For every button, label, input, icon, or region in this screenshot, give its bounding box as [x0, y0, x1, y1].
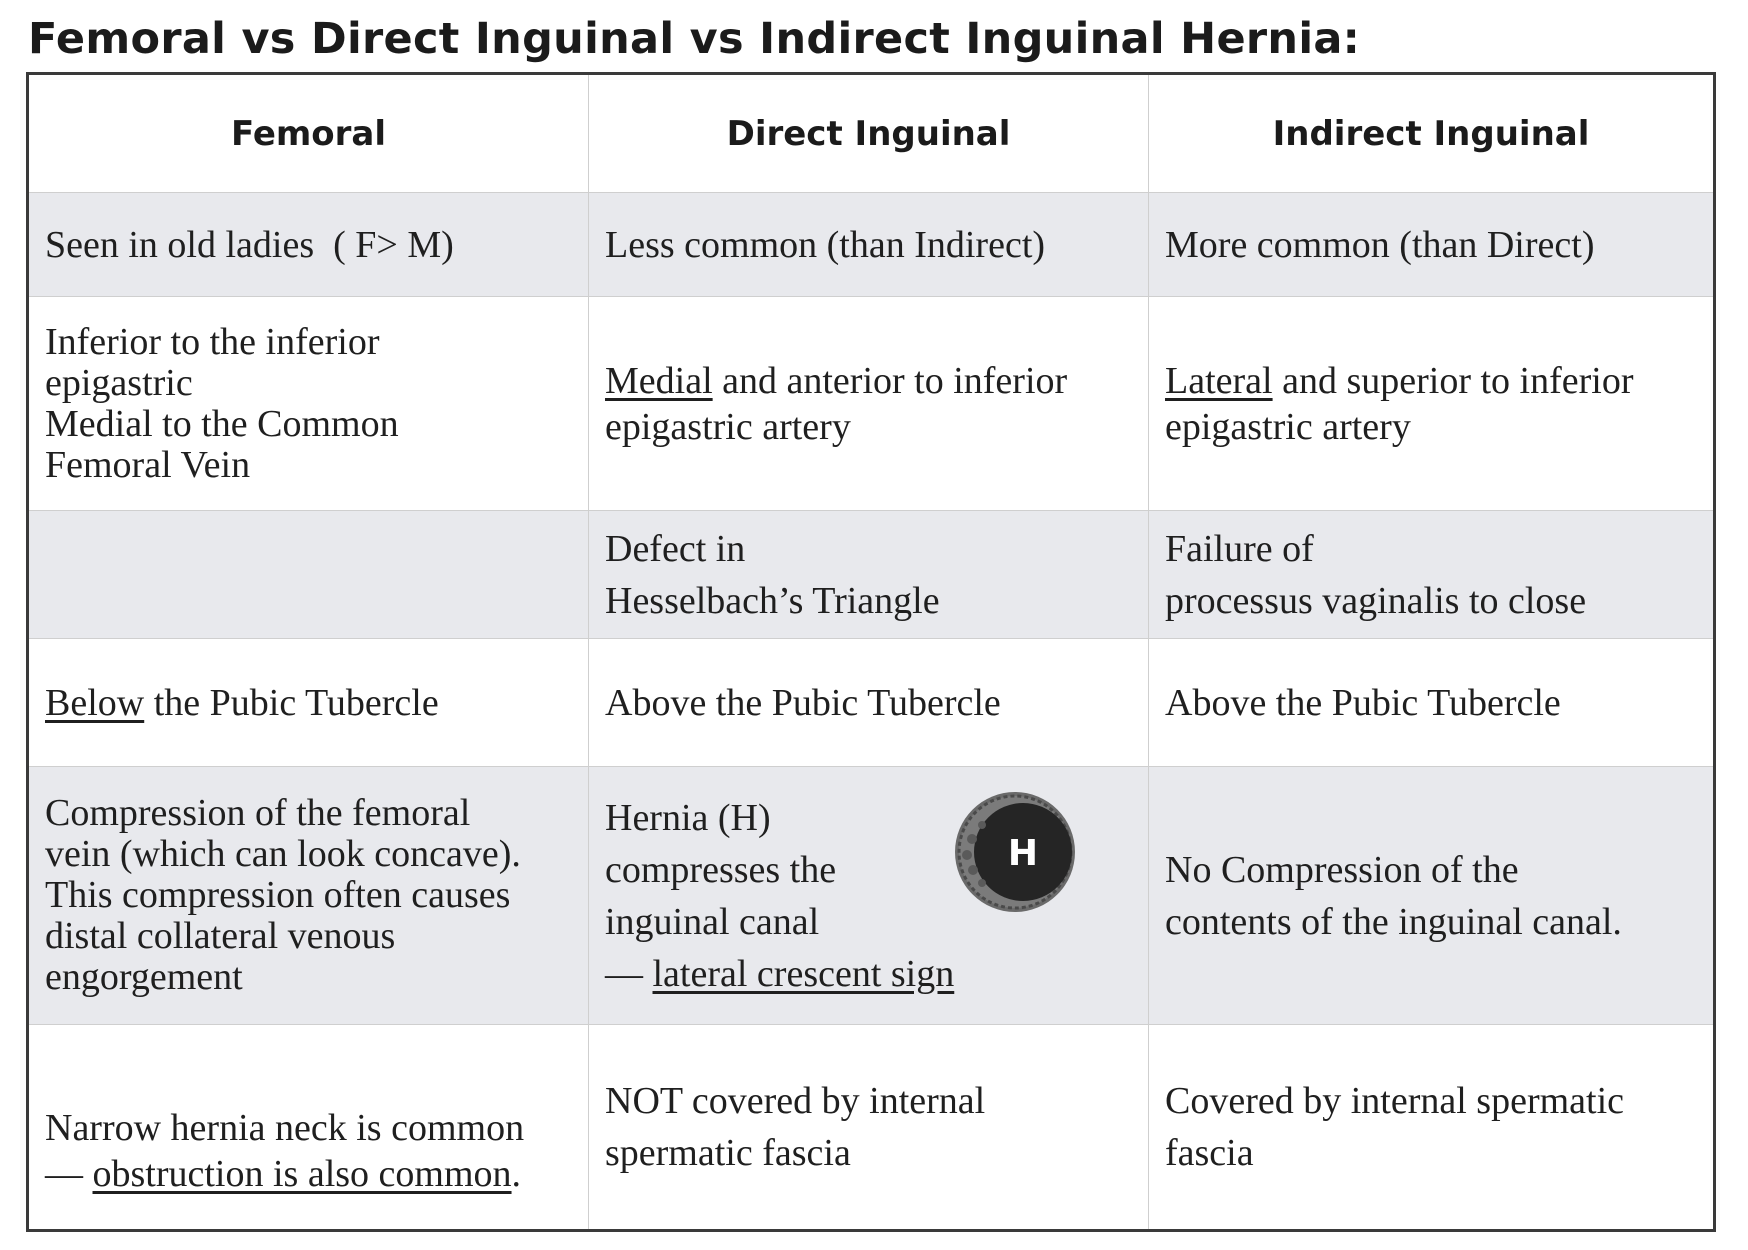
dash: — [45, 1153, 93, 1195]
cell-compression-indirect: No Compression of the contents of the in… [1149, 767, 1713, 1025]
cell-line: This compression often causes [45, 874, 511, 916]
cell-line: contents of the inguinal canal. [1165, 900, 1622, 943]
cell-line: Hesselbach’s Triangle [605, 579, 940, 622]
cell-text: More common (than Direct) [1165, 223, 1595, 266]
cell-line: distal collateral venous [45, 915, 396, 957]
cell-fascia-direct: NOT covered by internal spermatic fascia [589, 1025, 1149, 1229]
cell-text: Medial and anterior to inferior epigastr… [605, 358, 1132, 450]
cell-line: Narrow hernia neck is common [45, 1107, 525, 1149]
cell-location-indirect: Lateral and superior to inferior epigast… [1149, 297, 1713, 511]
header-direct-inguinal: Direct Inguinal [589, 75, 1149, 193]
cell-text-block: Hernia (H) compresses the inguinal canal… [605, 792, 954, 1000]
cell-line: epigastric [45, 361, 193, 404]
underlined-word: Lateral [1165, 359, 1273, 402]
underlined-word: Medial [605, 359, 713, 402]
cell-tubercle-indirect: Above the Pubic Tubercle [1149, 639, 1713, 767]
cell-frequency-direct: Less common (than Indirect) [589, 193, 1149, 297]
cell-line: processus vaginalis to close [1165, 579, 1587, 622]
cell-text-rest: the Pubic Tubercle [144, 681, 439, 724]
cell-line: No Compression of the [1165, 848, 1519, 891]
hernia-crescent-icon: H [955, 792, 1075, 912]
cell-text: Less common (than Indirect) [605, 223, 1046, 266]
cell-text-rest: and anterior to inferior epigastric arte… [605, 359, 1068, 448]
cell-fascia-femoral: Narrow hernia neck is common — obstructi… [29, 1025, 589, 1229]
cell-frequency-indirect: More common (than Direct) [1149, 193, 1713, 297]
page-title: Femoral vs Direct Inguinal vs Indirect I… [28, 14, 1361, 64]
cell-text: Lateral and superior to inferior epigast… [1165, 358, 1697, 450]
underlined-phrase: obstruction is also common [92, 1153, 512, 1195]
cell-line: — lateral crescent sign [605, 948, 954, 1000]
cell-cause-direct: Defect in Hesselbach’s Triangle [589, 511, 1149, 639]
cell-location-femoral: Inferior to the inferior epigastric Medi… [29, 297, 589, 511]
cell-text-rest: and superior to inferior epigastric arte… [1165, 359, 1634, 448]
cell-text: Above the Pubic Tubercle [605, 681, 1001, 724]
comparison-table: Femoral Direct Inguinal Indirect Inguina… [26, 72, 1716, 1232]
header-femoral: Femoral [29, 75, 589, 193]
cell-line: Defect in [605, 527, 746, 570]
cell-line: Compression of the femoral [45, 792, 471, 834]
cell-frequency-femoral: Seen in old ladies ( F> M) [29, 193, 589, 297]
cell-text: Above the Pubic Tubercle [1165, 681, 1561, 724]
cell-line: Inferior to the inferior [45, 320, 380, 363]
lateral-crescent-sign: lateral crescent sign [652, 952, 955, 995]
cell-line: NOT covered by internal [605, 1080, 986, 1122]
cell-line: Failure of [1165, 527, 1314, 570]
cell-tubercle-direct: Above the Pubic Tubercle [589, 639, 1149, 767]
cell-line: Medial to the Common [45, 402, 399, 445]
cell-line: — obstruction is also common. [45, 1151, 572, 1197]
cell-compression-femoral: Compression of the femoral vein (which c… [29, 767, 589, 1025]
header-indirect-inguinal: Indirect Inguinal [1149, 75, 1713, 193]
cell-line: Hernia (H) [605, 796, 771, 839]
cell-line: compresses the [605, 848, 837, 891]
cell-line: Femoral Vein [45, 443, 251, 486]
cell-cause-femoral [29, 511, 589, 639]
cell-tubercle-femoral: Below the Pubic Tubercle [29, 639, 589, 767]
cell-fascia-indirect: Covered by internal spermatic fascia [1149, 1025, 1713, 1229]
cell-line: fascia [1165, 1132, 1254, 1174]
cell-location-direct: Medial and anterior to inferior epigastr… [589, 297, 1149, 511]
cell-text: Seen in old ladies ( F> M) [45, 223, 454, 266]
hernia-icon-label: H [1008, 833, 1038, 874]
cell-compression-direct: Hernia (H) compresses the inguinal canal… [589, 767, 1149, 1025]
cell-text: Below the Pubic Tubercle [45, 680, 572, 726]
cell-cause-indirect: Failure of processus vaginalis to close [1149, 511, 1713, 639]
cell-line: engorgement [45, 956, 243, 998]
dash: — [605, 952, 653, 995]
underlined-word: Below [45, 681, 145, 724]
cell-line: vein (which can look concave). [45, 833, 521, 875]
cell-line: Covered by internal spermatic [1165, 1080, 1625, 1122]
period: . [511, 1153, 522, 1195]
cell-line: inguinal canal [605, 900, 820, 943]
cell-line: spermatic fascia [605, 1132, 851, 1174]
